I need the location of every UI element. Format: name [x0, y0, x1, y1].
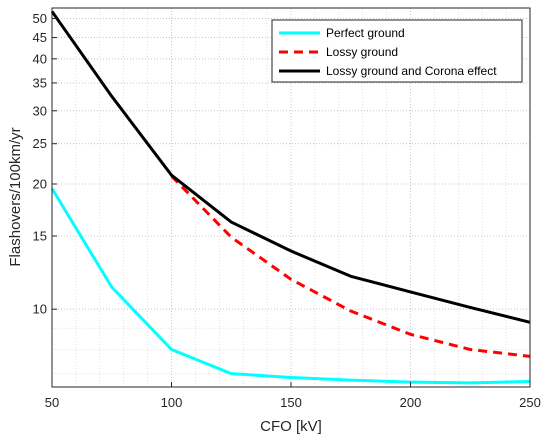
y-axis-label: Flashovers/100km/yr — [7, 127, 24, 266]
series-line-3 — [50, 10, 531, 324]
tick-layer: 50 100 150 200 250 10 15 20 25 30 35 40 45 50 — [33, 11, 541, 410]
x-tick-label: 250 — [519, 395, 541, 410]
y-tick-label: 40 — [33, 51, 47, 66]
series-line-1 — [50, 187, 531, 385]
x-tick-label: 50 — [45, 395, 59, 410]
x-tick-label: 100 — [161, 395, 183, 410]
y-tick-label: 35 — [33, 75, 47, 90]
y-tick-label: 10 — [33, 302, 47, 317]
legend-label-1: Perfect ground — [326, 26, 405, 40]
x-axis-label: CFO [kV] — [260, 418, 322, 435]
y-tick-label: 15 — [33, 228, 47, 243]
y-tick-label: 30 — [33, 103, 47, 118]
y-tick-label: 25 — [33, 136, 47, 151]
x-tick-label: 150 — [280, 395, 302, 410]
y-tick-label: 45 — [33, 30, 47, 45]
series-line-2 — [170, 175, 531, 358]
legend-label-3: Lossy ground and Corona effect — [326, 64, 497, 78]
y-tick-label: 50 — [33, 11, 47, 26]
x-tick-label: 200 — [400, 395, 422, 410]
y-tick-label: 20 — [33, 177, 47, 192]
legend: Perfect ground Lossy ground Lossy ground a… — [271, 19, 523, 83]
legend-label-2: Lossy ground — [326, 45, 398, 59]
series-layer — [50, 10, 531, 385]
